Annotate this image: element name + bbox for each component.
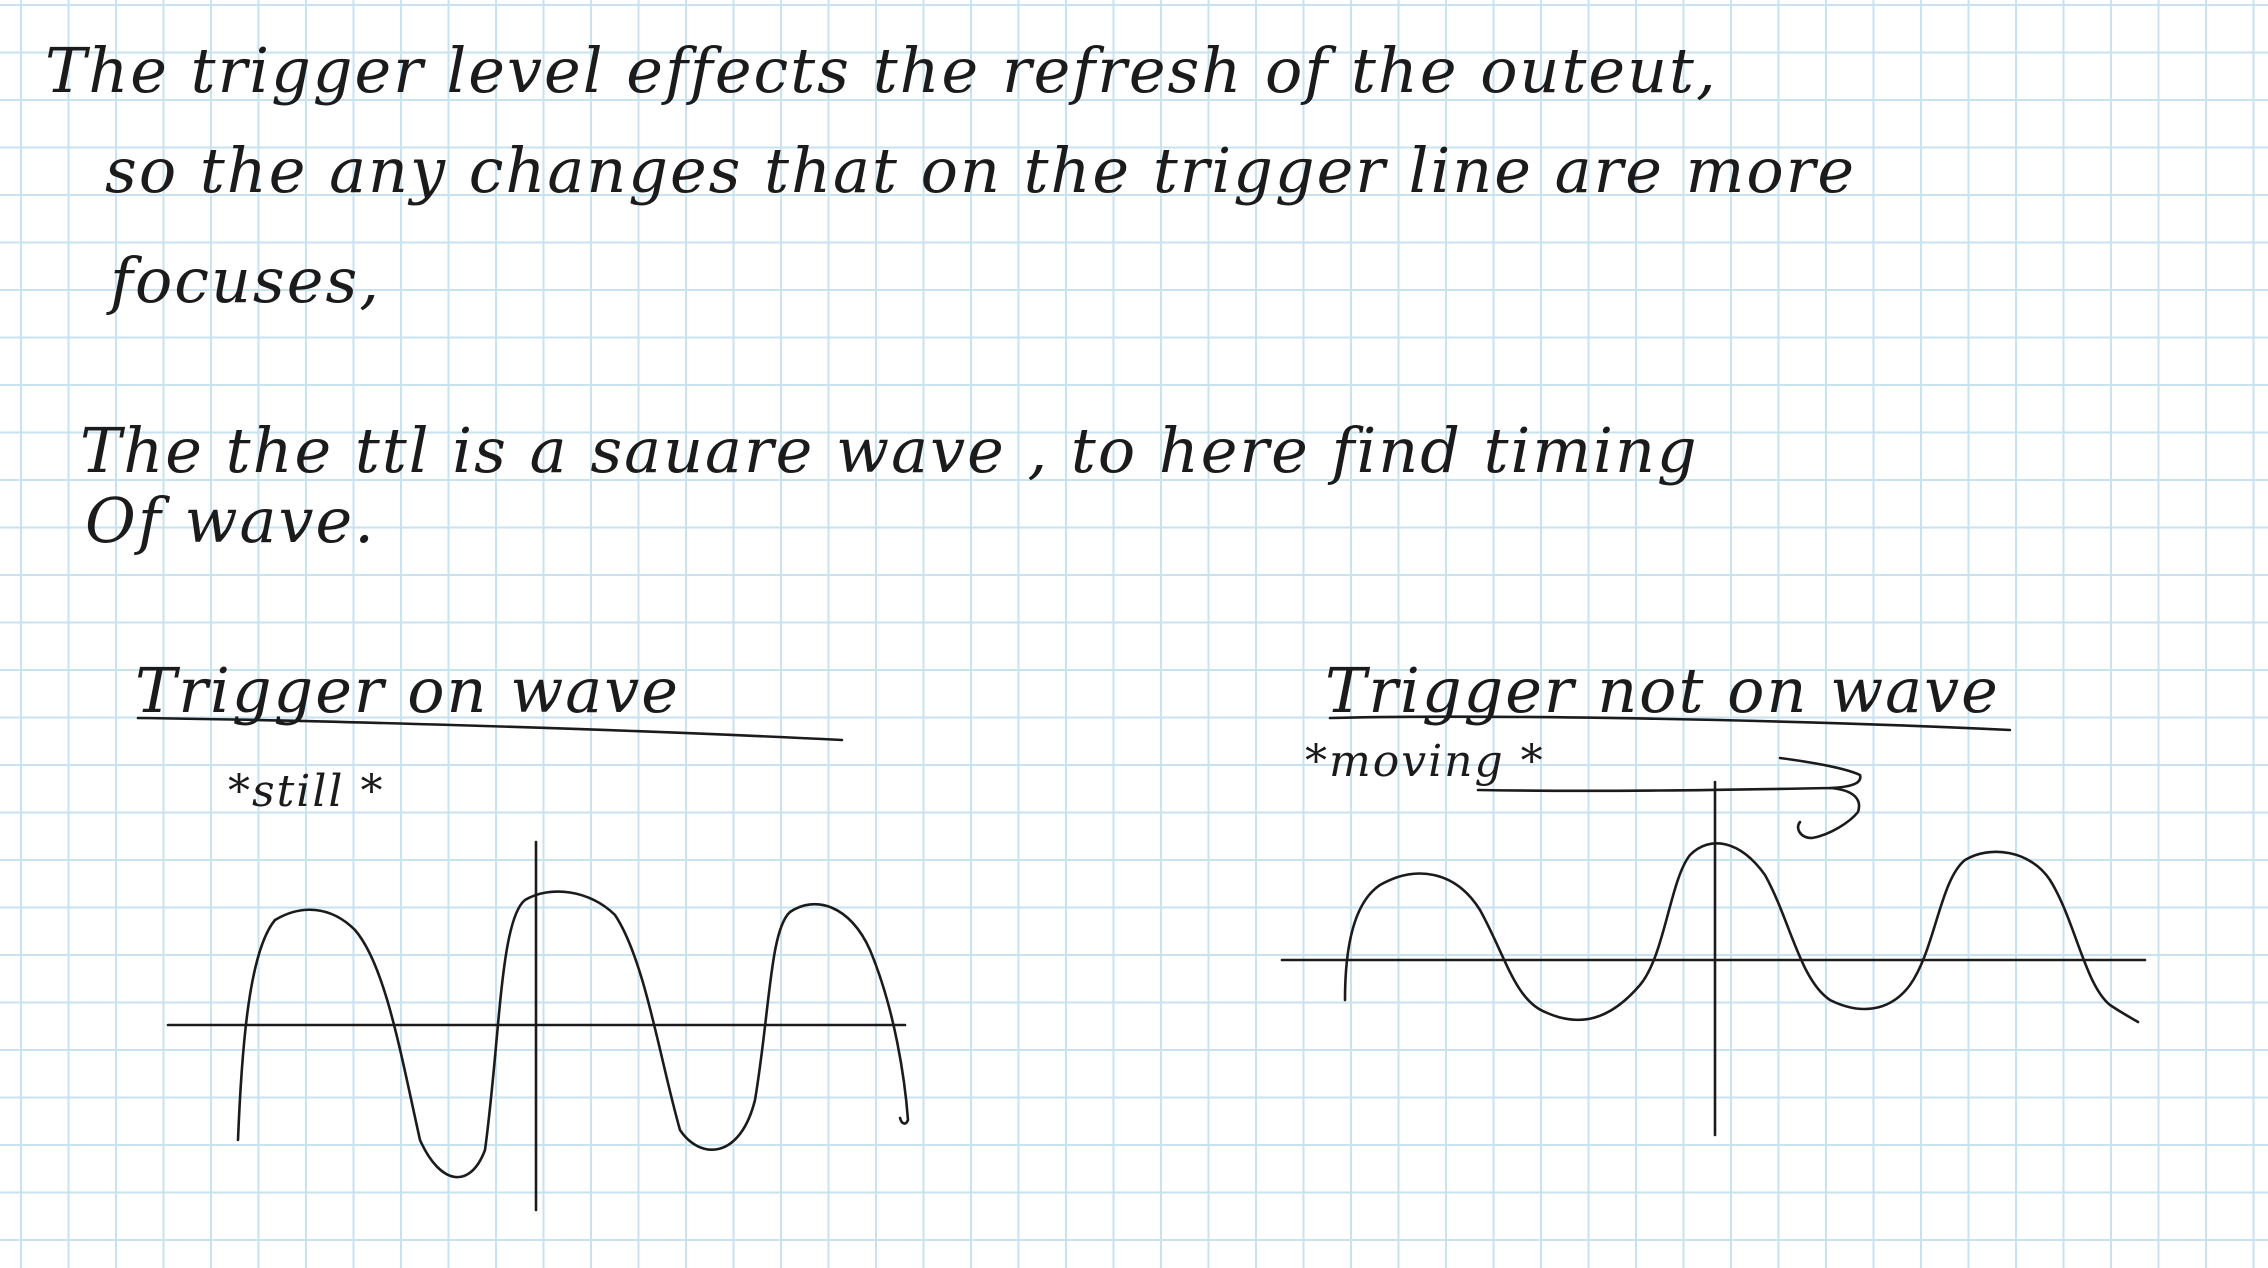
right-sketch-note: *moving * — [1305, 736, 1545, 787]
motion-arrow-icon — [1476, 756, 1862, 840]
paragraph-1-line-3: focuses, — [110, 244, 381, 317]
paragraph-1-line-1: The trigger level effects the refresh of… — [45, 34, 1718, 107]
left-sketch-note: *still * — [228, 766, 385, 817]
paragraph-2-line-2: Of wave. — [85, 484, 376, 557]
right-heading-underline — [1328, 715, 2012, 732]
paragraph-1-line-2: so the any changes that on the trigger l… — [105, 134, 1857, 207]
left-waveform — [236, 890, 910, 1179]
left-sketch-heading: Trigger on wave — [135, 654, 680, 727]
right-waveform — [1343, 842, 2140, 1024]
right-sketch-heading: Trigger not on wave — [1325, 654, 2000, 727]
paragraph-2-line-1: The the ttl is a sauare wave , to here f… — [80, 414, 1699, 487]
left-heading-underline — [136, 716, 844, 742]
